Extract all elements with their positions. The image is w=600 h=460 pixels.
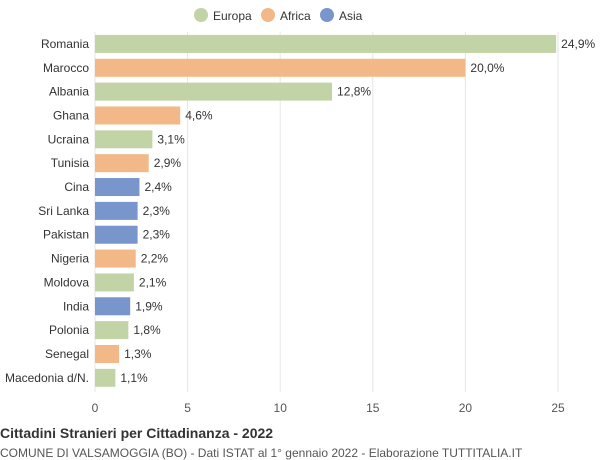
chart-subtitle: COMUNE DI VALSAMOGGIA (BO) - Dati ISTAT … xyxy=(0,446,523,460)
category-label: Tunisia xyxy=(51,156,90,170)
category-label: Marocco xyxy=(43,61,89,75)
value-label: 2,9% xyxy=(154,156,182,170)
legend-marker xyxy=(320,8,334,22)
bar xyxy=(95,82,333,101)
value-label: 2,1% xyxy=(139,275,167,289)
value-label: 1,8% xyxy=(133,323,161,337)
x-tick-label: 10 xyxy=(274,401,288,415)
x-tick-label: 0 xyxy=(92,401,99,415)
value-label: 4,6% xyxy=(185,108,213,122)
bar xyxy=(95,249,136,268)
value-label: 2,2% xyxy=(141,252,169,266)
value-label: 2,3% xyxy=(143,228,171,242)
x-tick-label: 5 xyxy=(184,401,191,415)
bar xyxy=(95,154,149,173)
category-label: Macedonia d/N. xyxy=(5,371,89,385)
bar-chart: 0 5 10 15 20 25 Romania 24,9% Marocco 20,0% Albani… xyxy=(5,8,596,415)
bar xyxy=(95,130,153,149)
value-label: 3,1% xyxy=(157,132,185,146)
value-label: 1,9% xyxy=(135,299,163,313)
value-label: 1,1% xyxy=(120,371,148,385)
category-label: Sri Lanka xyxy=(38,204,89,218)
legend-marker xyxy=(194,8,208,22)
x-tick-label: 15 xyxy=(366,401,380,415)
bar xyxy=(95,344,120,363)
bar xyxy=(95,297,131,316)
bar xyxy=(95,58,466,77)
bar xyxy=(95,178,140,197)
category-label: India xyxy=(63,299,89,313)
category-label: Pakistan xyxy=(43,228,89,242)
value-label: 12,8% xyxy=(337,85,371,99)
legend-label: Asia xyxy=(339,9,363,23)
value-label: 2,3% xyxy=(143,204,171,218)
value-label: 2,4% xyxy=(144,180,172,194)
x-tick-label: 20 xyxy=(459,401,473,415)
category-label: Polonia xyxy=(49,323,89,337)
bar xyxy=(95,201,138,220)
chart-title: Cittadini Stranieri per Cittadinanza - 2… xyxy=(0,425,274,441)
bar xyxy=(95,225,138,244)
category-label: Ucraina xyxy=(48,132,90,146)
value-label: 20,0% xyxy=(470,61,504,75)
value-label: 1,3% xyxy=(124,347,152,361)
bar xyxy=(95,34,557,53)
category-label: Senegal xyxy=(45,347,89,361)
bar xyxy=(95,273,134,292)
legend-label: Africa xyxy=(280,9,311,23)
category-label: Romania xyxy=(41,37,89,51)
legend-marker xyxy=(261,8,275,22)
category-label: Cina xyxy=(64,180,89,194)
bar xyxy=(95,321,129,340)
legend-label: Europa xyxy=(213,9,252,23)
bar xyxy=(95,368,116,387)
category-label: Nigeria xyxy=(51,252,89,266)
x-tick-label: 25 xyxy=(551,401,565,415)
bar xyxy=(95,106,181,125)
category-label: Moldova xyxy=(44,275,90,289)
value-label: 24,9% xyxy=(561,37,595,51)
category-label: Albania xyxy=(49,85,89,99)
category-label: Ghana xyxy=(53,108,89,122)
